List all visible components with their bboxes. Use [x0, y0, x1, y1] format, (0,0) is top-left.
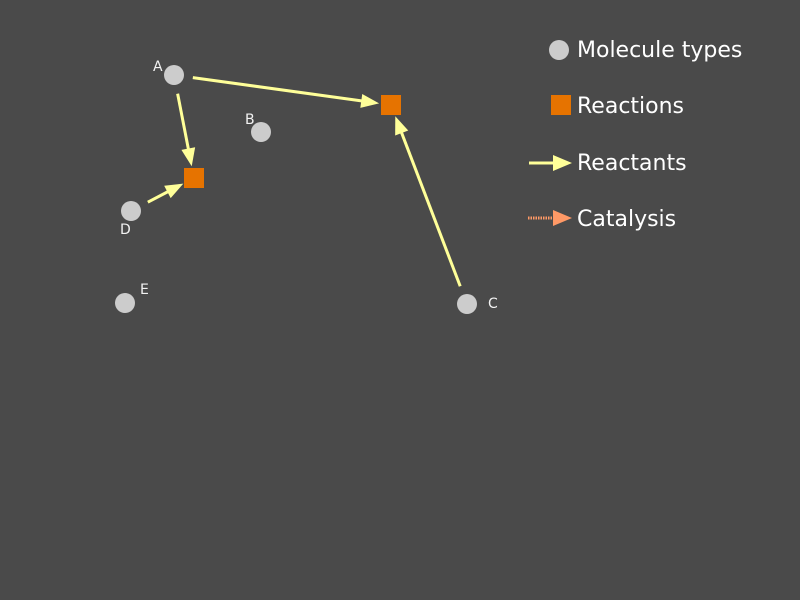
legend-catalysis: Catalysis [577, 207, 676, 232]
reaction-node-R1[interactable] [184, 168, 204, 188]
molecule-label-E: E [140, 282, 149, 298]
legend-reactant-arrow-icon [529, 155, 572, 171]
molecule-label-D: D [120, 222, 131, 238]
molecule-label-B: B [245, 112, 255, 128]
molecule-node-C[interactable] [457, 294, 477, 314]
molecule-node-D[interactable] [121, 201, 141, 221]
molecule-node-B[interactable] [251, 122, 271, 142]
legend-reaction-icon [551, 95, 571, 115]
legend-molecule-types: Molecule types [577, 38, 742, 63]
molecule-label-A: A [153, 59, 163, 75]
edge-D-to-R1 [147, 183, 184, 204]
edge-C-to-R2 [395, 116, 462, 287]
edge-A-to-R2 [192, 76, 380, 108]
legend-reactants: Reactants [577, 151, 687, 176]
edge-A-to-R1 [176, 93, 196, 167]
legend-catalysis-arrow-icon [528, 210, 572, 226]
molecule-node-E[interactable] [115, 293, 135, 313]
molecule-label-C: C [488, 296, 498, 312]
reaction-node-R2[interactable] [381, 95, 401, 115]
legend-molecule-icon [549, 40, 569, 60]
legend-reactions: Reactions [577, 94, 684, 119]
molecule-node-A[interactable] [164, 65, 184, 85]
legend: Molecule types Reactions Reactants Catal… [528, 38, 742, 232]
